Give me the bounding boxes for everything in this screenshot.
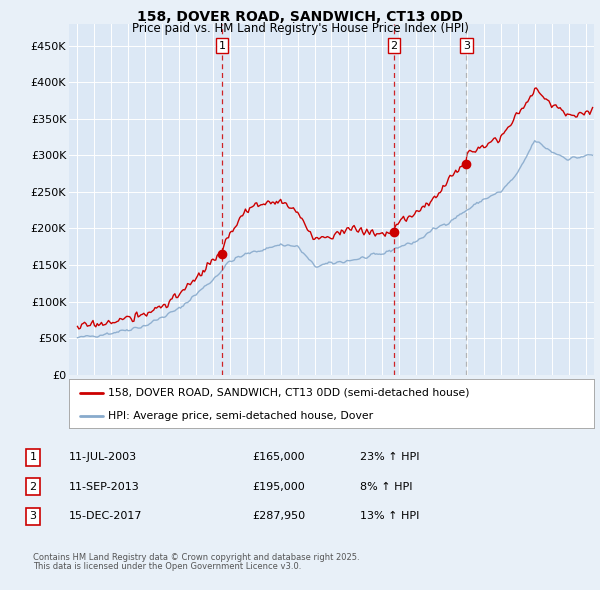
Text: 8% ↑ HPI: 8% ↑ HPI — [360, 482, 413, 491]
Text: 1: 1 — [218, 41, 226, 51]
Text: This data is licensed under the Open Government Licence v3.0.: This data is licensed under the Open Gov… — [33, 562, 301, 571]
Text: 1: 1 — [29, 453, 37, 462]
Text: 2: 2 — [391, 41, 398, 51]
Text: 23% ↑ HPI: 23% ↑ HPI — [360, 453, 419, 462]
Text: 11-JUL-2003: 11-JUL-2003 — [69, 453, 137, 462]
Text: 2: 2 — [29, 482, 37, 491]
Text: 3: 3 — [29, 512, 37, 521]
Text: 11-SEP-2013: 11-SEP-2013 — [69, 482, 140, 491]
Text: £165,000: £165,000 — [252, 453, 305, 462]
Text: 15-DEC-2017: 15-DEC-2017 — [69, 512, 143, 521]
Text: Price paid vs. HM Land Registry's House Price Index (HPI): Price paid vs. HM Land Registry's House … — [131, 22, 469, 35]
Text: 158, DOVER ROAD, SANDWICH, CT13 0DD (semi-detached house): 158, DOVER ROAD, SANDWICH, CT13 0DD (sem… — [109, 388, 470, 398]
Text: HPI: Average price, semi-detached house, Dover: HPI: Average price, semi-detached house,… — [109, 411, 373, 421]
Text: £195,000: £195,000 — [252, 482, 305, 491]
Text: 158, DOVER ROAD, SANDWICH, CT13 0DD: 158, DOVER ROAD, SANDWICH, CT13 0DD — [137, 10, 463, 24]
Text: 3: 3 — [463, 41, 470, 51]
Text: Contains HM Land Registry data © Crown copyright and database right 2025.: Contains HM Land Registry data © Crown c… — [33, 553, 359, 562]
Text: 13% ↑ HPI: 13% ↑ HPI — [360, 512, 419, 521]
Text: £287,950: £287,950 — [252, 512, 305, 521]
